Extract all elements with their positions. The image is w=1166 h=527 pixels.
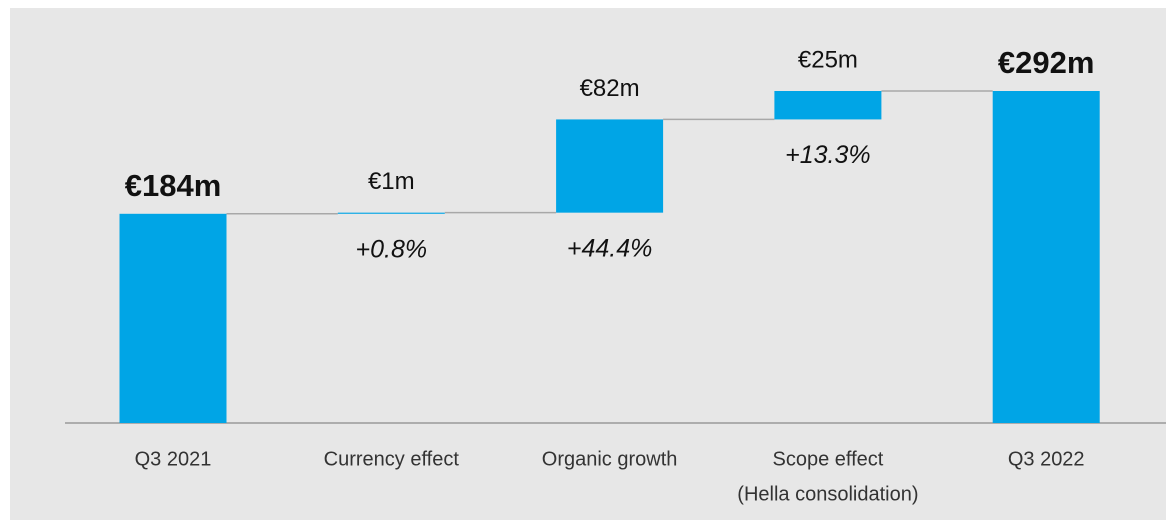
growth-label: +44.4% bbox=[567, 234, 653, 262]
bar bbox=[119, 213, 227, 423]
growth-label: +13.3% bbox=[785, 141, 871, 169]
x-tick-label: Q3 2021 bbox=[135, 448, 212, 470]
bar bbox=[992, 91, 1100, 423]
x-tick-label: Currency effect bbox=[324, 448, 460, 470]
value-label: €1m bbox=[368, 168, 415, 195]
x-tick-label: Organic growth bbox=[542, 448, 678, 470]
x-tick-label: Scope effect bbox=[772, 448, 883, 470]
category-note: (Hella consolidation) bbox=[737, 483, 918, 505]
bar bbox=[774, 91, 882, 120]
bar bbox=[556, 119, 664, 213]
value-label: €25m bbox=[798, 46, 858, 73]
growth-label: +0.8% bbox=[356, 235, 428, 263]
value-label: €184m bbox=[125, 168, 222, 203]
value-label: €82m bbox=[580, 75, 640, 102]
bar bbox=[337, 212, 445, 214]
value-label: €292m bbox=[998, 45, 1095, 80]
x-tick-label: Q3 2022 bbox=[1008, 448, 1085, 470]
